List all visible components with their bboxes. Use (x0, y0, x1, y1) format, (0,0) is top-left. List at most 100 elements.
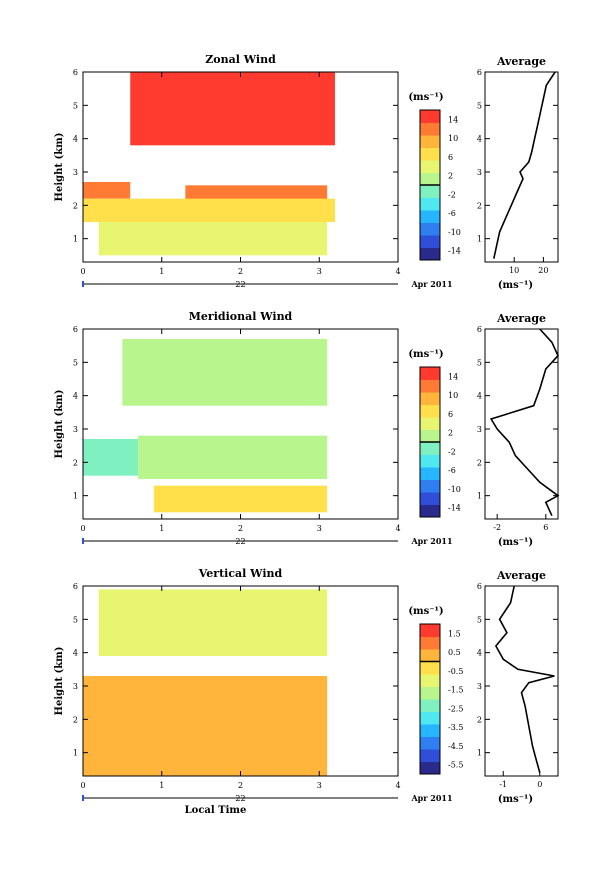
colorbar-tick-label: 10 (448, 391, 458, 400)
colorbar-tick-label: -3.5 (448, 723, 463, 732)
profile-line (494, 585, 555, 773)
heatmap-cell (83, 198, 335, 222)
colorbar-unit: (ms⁻¹) (408, 349, 443, 360)
y-tick-label: 6 (73, 68, 78, 77)
colorbar-tick-label: 10 (448, 134, 458, 143)
y-tick-label: 5 (73, 358, 78, 367)
profile-y-tick-label: 1 (477, 749, 482, 758)
y-tick-label: 1 (73, 492, 78, 501)
profile-x-tick-label: 20 (538, 266, 548, 275)
colorbar-swatch (420, 392, 440, 405)
y-tick-label: 5 (73, 101, 78, 110)
y-tick-label: 6 (73, 325, 78, 334)
profile-x-label: (ms⁻¹) (498, 280, 533, 291)
x-axis-label: Local Time (185, 805, 247, 816)
profile-frame (484, 71, 559, 263)
colorbar-tick-label: 2 (448, 172, 453, 181)
date-label: Apr 2011 (410, 536, 452, 546)
y-tick-label: 4 (73, 135, 78, 144)
colorbar-swatch (420, 504, 440, 518)
colorbar-tick-label: -14 (448, 504, 461, 513)
colorbar-swatch (420, 110, 440, 123)
x-tick-label: 2 (238, 267, 243, 276)
heatmap-cell (138, 435, 328, 479)
heatmap-cell (83, 182, 131, 199)
profile-y-tick-label: 3 (477, 168, 482, 177)
profile-title: Average (496, 312, 546, 325)
colorbar-tick-label: 0.5 (448, 648, 461, 657)
profile-y-tick-label: 1 (477, 235, 482, 244)
profile-x-tick-label: 6 (543, 523, 548, 532)
y-tick-label: 3 (73, 425, 78, 434)
y-tick-label: 3 (73, 168, 78, 177)
colorbar-tick-label: 2 (448, 429, 453, 438)
date-label: Apr 2011 (410, 793, 452, 803)
x-tick-label: 3 (317, 267, 322, 276)
colorbar-tick-label: 6 (448, 410, 453, 419)
colorbar-swatch (420, 661, 440, 675)
x-tick-label: 0 (80, 267, 85, 276)
colorbar-swatch (420, 649, 440, 662)
colorbar-tick-label: -6 (448, 466, 456, 475)
colorbar-swatch (420, 636, 440, 650)
profile-line (493, 71, 556, 259)
colorbar-swatch (420, 454, 440, 468)
profile-x-tick-label: -1 (499, 780, 507, 789)
colorbar-tick-label: 1.5 (448, 629, 461, 638)
y-tick-label: 3 (73, 682, 78, 691)
heatmap-cell (122, 339, 328, 406)
profile-x-label: (ms⁻¹) (498, 537, 533, 548)
colorbar-tick-label: -4.5 (448, 742, 463, 751)
profile-y-tick-label: 5 (477, 358, 482, 367)
heatmap-cell (83, 439, 139, 476)
colorbar-tick-label: -6 (448, 209, 456, 218)
panel-title: Meridional Wind (189, 310, 293, 323)
profile-y-tick-label: 5 (477, 615, 482, 624)
colorbar-tick-label: -1.5 (448, 686, 463, 695)
colorbar-tick-label: 14 (448, 372, 458, 381)
colorbar-swatch (420, 185, 440, 198)
colorbar-unit: (ms⁻¹) (408, 92, 443, 103)
x-tick-label: 4 (395, 267, 400, 276)
colorbar-tick-label: -2 (448, 190, 456, 199)
profile-y-tick-label: 3 (477, 682, 482, 691)
profile-y-tick-label: 6 (477, 68, 482, 77)
x-tick-label: 2 (238, 524, 243, 533)
x-tick-label: 1 (159, 781, 164, 790)
profile-title: Average (496, 55, 546, 68)
colorbar-tick-label: 14 (448, 115, 458, 124)
panel-title: Zonal Wind (205, 53, 276, 66)
heatmap-cell (98, 589, 328, 656)
x-tick-label: 3 (317, 781, 322, 790)
profile-x-label: (ms⁻¹) (498, 794, 533, 805)
colorbar-swatch (420, 197, 440, 211)
profile-y-tick-label: 2 (477, 201, 482, 210)
colorbar-swatch (420, 674, 440, 687)
heatmap-cell (83, 676, 328, 776)
colorbar-swatch (420, 479, 440, 493)
colorbar-tick-label: -10 (448, 228, 461, 237)
colorbar-swatch (420, 749, 440, 762)
y-axis-label: Height (km) (54, 133, 65, 202)
profile-y-tick-label: 6 (477, 582, 482, 591)
profile-y-tick-label: 4 (477, 649, 482, 658)
colorbar-swatch (420, 417, 440, 430)
profile-y-tick-label: 6 (477, 325, 482, 334)
colorbar-swatch (420, 247, 440, 261)
day-label: 22 (235, 537, 245, 546)
heatmap-cell (130, 72, 335, 146)
day-label: 22 (235, 280, 245, 289)
profile-line (489, 328, 560, 517)
colorbar-swatch (420, 222, 440, 236)
colorbar-tick-label: -2.5 (448, 704, 463, 713)
profile-x-tick-label: 0 (537, 780, 542, 789)
colorbar-swatch (420, 235, 440, 248)
colorbar-swatch (420, 122, 440, 136)
profile-frame (484, 328, 559, 520)
colorbar-swatch (420, 761, 440, 775)
profile-frame (484, 585, 559, 777)
colorbar-swatch (420, 736, 440, 750)
x-tick-label: 4 (395, 524, 400, 533)
profile-y-tick-label: 3 (477, 425, 482, 434)
